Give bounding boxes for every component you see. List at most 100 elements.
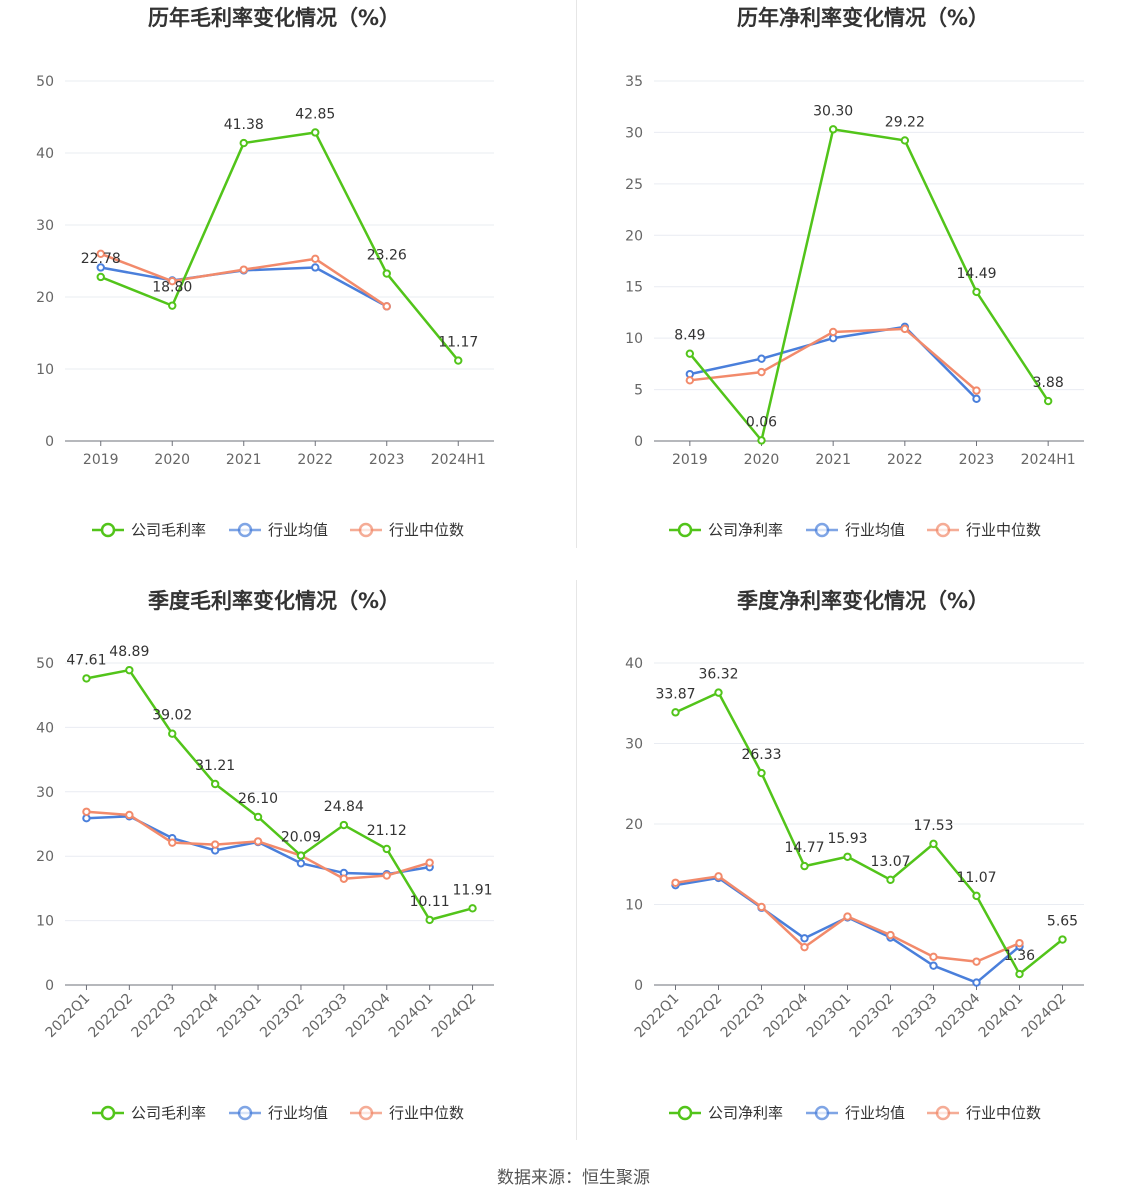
- y-tick-label: 40: [36, 720, 54, 736]
- x-tick-label: 2023: [959, 452, 995, 468]
- data-point-industry_median: [800, 942, 809, 952]
- data-label: 5.65: [1047, 914, 1078, 930]
- data-point-industry_median: [886, 930, 895, 940]
- legend-label-industry_median: 行业中位数: [389, 521, 464, 539]
- y-tick-label: 50: [36, 656, 54, 672]
- data-point-industry_median: [671, 878, 680, 887]
- data-point-industry_median: [900, 324, 910, 334]
- chart-panel-annual-net-margin: 历年净利率变化情况（%） 0 5 10 15 20 25 30 35 2019 2020 2021 20…: [577, 0, 1147, 550]
- y-tick-label: 15: [625, 280, 643, 296]
- data-label: 33.87: [655, 686, 695, 702]
- data-label: 26.33: [741, 747, 781, 763]
- x-tick-label: 2023Q1: [804, 991, 855, 1042]
- chart-title: 历年净利率变化情况（%）: [737, 6, 989, 30]
- data-label: 29.22: [885, 114, 925, 130]
- series-line-company: [86, 668, 473, 922]
- data-point-industry_median: [714, 872, 723, 881]
- y-tick-label: 30: [625, 737, 643, 753]
- x-tick-label: 2023Q3: [300, 991, 351, 1042]
- data-source-note: 数据来源：恒生聚源: [497, 1168, 650, 1188]
- data-point-industry_median: [425, 858, 434, 867]
- legend-label-company: 公司净利率: [708, 521, 783, 539]
- data-point-industry_median: [125, 810, 134, 820]
- legend-marker-industry_median: [935, 1105, 951, 1121]
- y-tick-label: 20: [36, 290, 54, 306]
- data-point-company: [311, 128, 320, 137]
- data-point-industry_median: [972, 386, 981, 395]
- legend-label-industry_median: 行业中位数: [389, 1104, 464, 1122]
- data-point-industry_median: [339, 874, 349, 883]
- data-point-industry_median: [382, 871, 391, 880]
- data-point-company: [800, 861, 809, 871]
- data-label: 31.21: [195, 758, 235, 774]
- data-point-industry_median: [96, 249, 105, 259]
- data-point-company: [714, 688, 723, 697]
- data-point-industry_median: [685, 376, 695, 385]
- data-point-company: [972, 891, 981, 901]
- x-tick-label: 2023Q2: [257, 991, 308, 1042]
- series-line-industry_avg: [675, 876, 1021, 984]
- chart-svg: 历年毛利率变化情况（%） 0 10 20 30 40 50 2019 2020 2021 2022 2…: [36, 6, 494, 539]
- y-tick-label: 10: [36, 914, 54, 930]
- data-label: 17.53: [913, 818, 953, 834]
- data-point-company: [828, 125, 838, 134]
- legend-marker-industry_median: [358, 522, 374, 538]
- x-tick-label: 2020: [154, 452, 190, 468]
- x-tick-label: 2024H1: [1021, 452, 1076, 468]
- y-tick-label: 20: [625, 817, 643, 833]
- data-point-company: [972, 287, 981, 297]
- data-point-industry_median: [929, 952, 938, 962]
- data-label: 11.07: [956, 870, 996, 886]
- legend-marker-industry_avg: [814, 1105, 830, 1121]
- legend-marker-industry_median: [935, 522, 951, 538]
- data-point-company: [125, 665, 134, 675]
- data-label: 48.89: [109, 644, 149, 660]
- chart-svg: 季度毛利率变化情况（%）010203040502022Q12022Q22022Q…: [36, 589, 494, 1122]
- data-point-company: [757, 768, 766, 778]
- y-tick-label: 30: [36, 785, 54, 801]
- y-tick-label: 0: [45, 978, 54, 994]
- y-tick-label: 0: [45, 434, 54, 450]
- y-tick-label: 10: [36, 362, 54, 378]
- data-point-industry_avg: [972, 978, 981, 987]
- data-point-company: [339, 820, 349, 830]
- data-label: 24.84: [324, 799, 364, 815]
- x-tick-label: 2024Q1: [976, 991, 1027, 1042]
- x-tick-label: 2019: [83, 452, 119, 468]
- data-label: 18.80: [152, 280, 192, 296]
- data-point-industry_median: [311, 254, 320, 264]
- legend-label-industry_median: 行业中位数: [966, 1104, 1041, 1122]
- data-point-company: [168, 729, 177, 738]
- x-tick-label: 2022Q3: [128, 991, 179, 1042]
- data-point-industry_median: [382, 302, 391, 311]
- data-label: 47.61: [66, 652, 106, 668]
- chart-title: 季度净利率变化情况（%）: [737, 589, 989, 613]
- legend-label-industry_avg: 行业均值: [845, 1104, 905, 1122]
- data-point-industry_avg: [757, 354, 766, 363]
- data-point-company: [468, 904, 477, 913]
- data-point-company: [1058, 935, 1067, 944]
- data-point-industry_avg: [311, 263, 320, 272]
- data-label: 11.91: [453, 882, 493, 898]
- x-tick-label: 2022Q1: [43, 991, 94, 1042]
- legend-label-industry_avg: 行业均值: [268, 1104, 328, 1122]
- data-point-company: [168, 301, 177, 310]
- data-point-industry_median: [1015, 938, 1024, 948]
- x-tick-label: 2022: [887, 452, 923, 468]
- panel-divider-bottom: [576, 580, 577, 1140]
- legend-marker-company: [677, 1105, 693, 1121]
- data-label: 0.06: [746, 414, 777, 430]
- legend-marker-industry_avg: [237, 1105, 253, 1121]
- chart-svg: 历年净利率变化情况（%） 0 5 10 15 20 25 30 35 2019 2020 2021 20…: [625, 6, 1084, 539]
- legend-label-industry_avg: 行业均值: [845, 521, 905, 539]
- data-point-industry_avg: [972, 394, 981, 404]
- data-point-industry_avg: [96, 263, 105, 272]
- x-tick-label: 2024Q1: [386, 991, 437, 1042]
- x-tick-label: 2022Q3: [718, 991, 769, 1042]
- data-point-industry_median: [972, 957, 981, 966]
- y-tick-label: 10: [625, 331, 643, 347]
- legend-label-company: 公司毛利率: [131, 521, 206, 539]
- y-tick-label: 10: [625, 898, 643, 914]
- data-point-company: [82, 674, 91, 683]
- x-tick-label: 2020: [744, 452, 780, 468]
